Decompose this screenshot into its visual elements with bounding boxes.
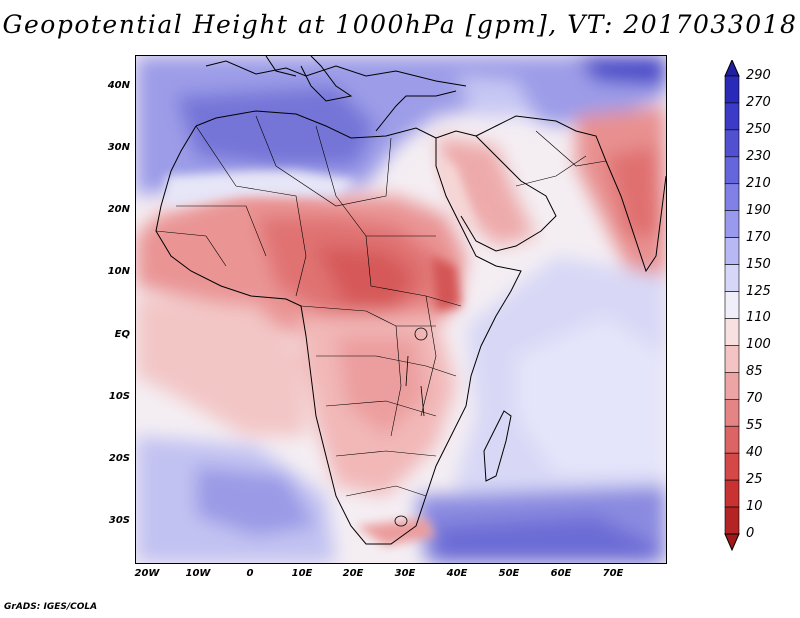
colorbar-swatch: [724, 183, 740, 212]
colorbar-label: 290: [746, 68, 771, 83]
colorbar-label: 230: [746, 148, 771, 164]
colorbar-swatch: [724, 102, 740, 131]
shaded-contours-detail: [166, 156, 476, 546]
shaded-contours: [136, 56, 666, 563]
colorbar-label: 85: [746, 364, 763, 380]
lat-label-30s: 30S: [108, 515, 130, 526]
colorbar-swatch: [724, 210, 740, 238]
colorbar-label: 250: [746, 121, 771, 137]
colorbar-swatch: [724, 291, 740, 319]
lon-label-60e: 60E: [550, 568, 572, 579]
colorbar-label: 270: [746, 94, 771, 110]
colorbar-label: 150: [746, 256, 771, 272]
plot-title: Geopotential Height at 1000hPa [gpm], VT…: [2, 10, 798, 39]
lon-label-10w: 10W: [185, 568, 211, 579]
colorbar-swatch: [724, 129, 740, 158]
colorbar-label: 25: [746, 472, 763, 488]
colorbar-label: 70: [746, 391, 763, 407]
lat-label-10n: 10N: [107, 266, 130, 277]
colorbar-swatch: [724, 425, 740, 454]
colorbar-swatch: [724, 75, 740, 104]
colorbar-swatch: [724, 318, 740, 346]
colorbar-swatch: [724, 345, 740, 373]
map-panel: [135, 55, 667, 564]
colorbar-swatches: [724, 60, 740, 552]
lat-label-10s: 10S: [108, 391, 130, 402]
lakes: [394, 327, 428, 527]
colorbar-label: 110: [746, 310, 771, 326]
colorbar-label: 125: [746, 283, 771, 299]
colorbar-label: 190: [746, 202, 771, 218]
colorbar-swatch: [724, 156, 740, 185]
footer-credit: GrADS: IGES/COLA: [4, 602, 98, 612]
colorbar-swatch: [724, 506, 740, 535]
colorbar-swatch: [724, 398, 740, 427]
colorbar-label: 40: [746, 445, 763, 461]
colorbar-label: 0: [746, 526, 755, 541]
colorbar-label: 55: [746, 418, 763, 434]
colorbar-label: 170: [746, 229, 771, 245]
lon-label-0: 0: [246, 568, 254, 579]
lon-label-20w: 20W: [134, 568, 160, 579]
lat-label-30n: 30N: [107, 142, 130, 153]
colorbar-label: 210: [746, 175, 771, 191]
lon-label-20e: 20E: [342, 568, 364, 579]
colorbar-swatch: [724, 264, 740, 292]
country-borders: [155, 115, 607, 497]
lon-label-10e: 10E: [291, 568, 313, 579]
lon-label-50e: 50E: [498, 568, 520, 579]
colorbar-label: 10: [746, 499, 763, 515]
geopotential-field-map: [136, 56, 666, 563]
colorbar-label: 100: [746, 337, 771, 353]
lon-label-30e: 30E: [394, 568, 416, 579]
lat-label-40n: 40N: [107, 80, 130, 91]
lat-label-20n: 20N: [107, 204, 130, 215]
colorbar-bottom-arrow: [724, 533, 740, 552]
coastlines: [155, 56, 666, 545]
colorbar-swatch: [724, 372, 740, 400]
colorbar-swatch: [724, 452, 740, 481]
lon-label-40e: 40E: [446, 568, 468, 579]
colorbar-top-arrow: [724, 60, 740, 77]
lat-label-eq: EQ: [114, 329, 130, 340]
lon-label-70e: 70E: [602, 568, 624, 579]
colorbar-swatch: [724, 237, 740, 265]
colorbar-swatch: [724, 479, 740, 508]
lat-label-20s: 20S: [108, 453, 130, 464]
